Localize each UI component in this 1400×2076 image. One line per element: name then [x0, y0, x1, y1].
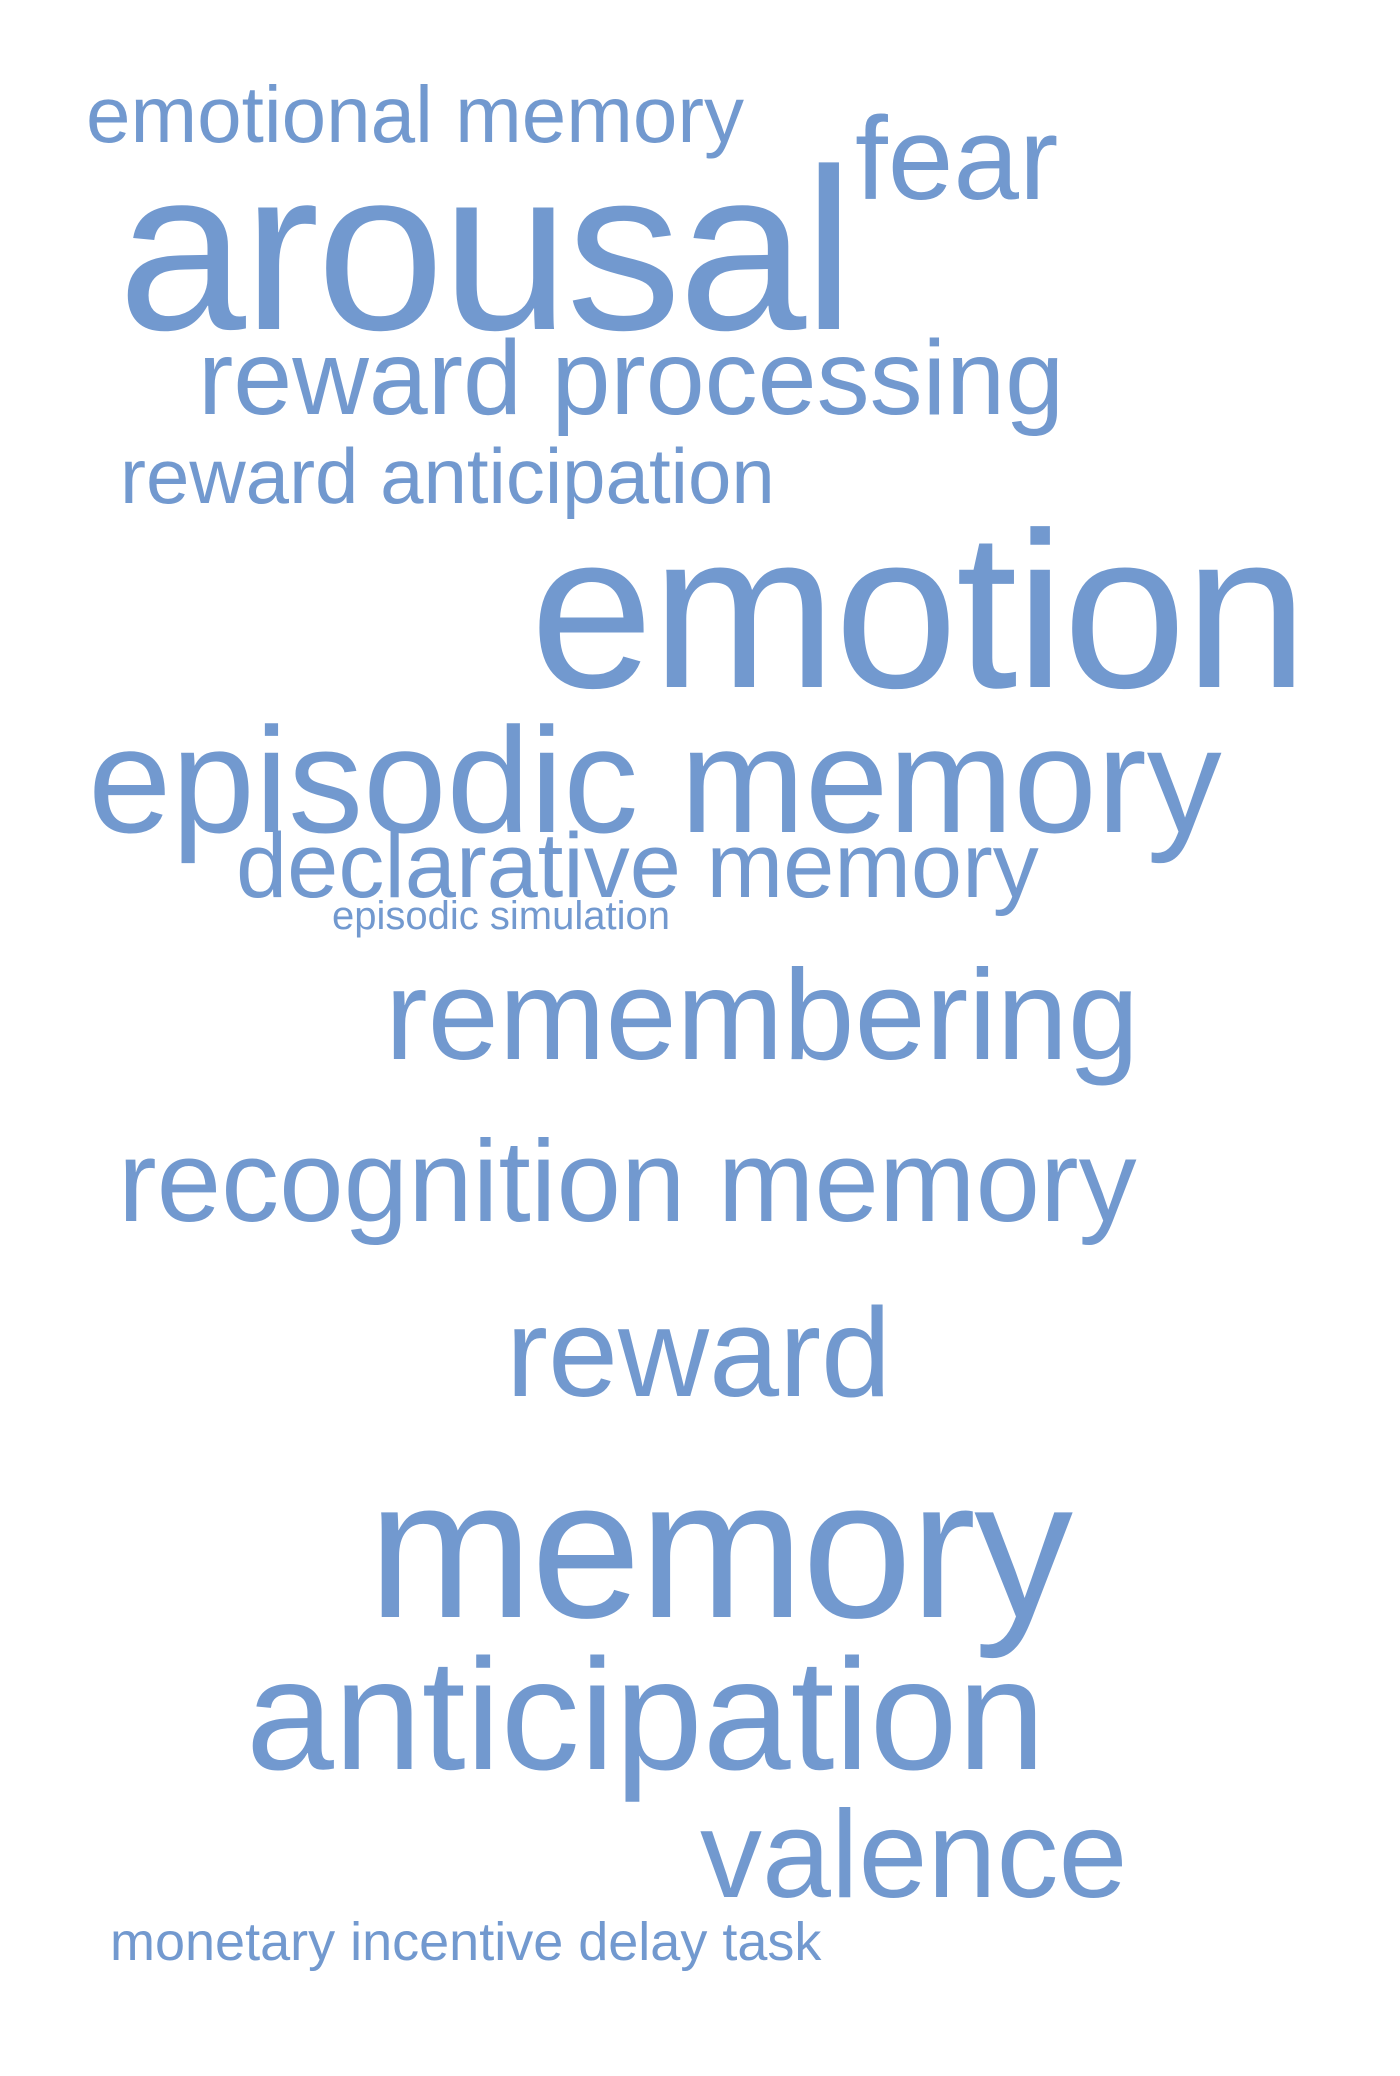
word-emotional-memory: emotional memory [86, 70, 745, 159]
word-monetary-incentive-delay-task: monetary incentive delay task [110, 1912, 822, 1972]
word-valence: valence [700, 1786, 1128, 1924]
word-reward-processing: reward processing [198, 319, 1065, 437]
word-fear: fear [855, 93, 1059, 225]
word-reward-anticipation: reward anticipation [120, 432, 775, 520]
word-episodic-simulation: episodic simulation [332, 894, 670, 938]
word-reward: reward [506, 1282, 892, 1423]
word-remembering: remembering [385, 944, 1140, 1087]
word-emotion: emotion [530, 487, 1308, 735]
word-arousal: arousal [118, 121, 854, 378]
word-recognition-memory: recognition memory [118, 1116, 1137, 1246]
word-declarative-memory: declarative memory [236, 815, 1039, 917]
word-memory: memory [368, 1438, 1073, 1659]
word-anticipation: anticipation [246, 1627, 1046, 1803]
word-episodic-memory: episodic memory [88, 696, 1222, 864]
